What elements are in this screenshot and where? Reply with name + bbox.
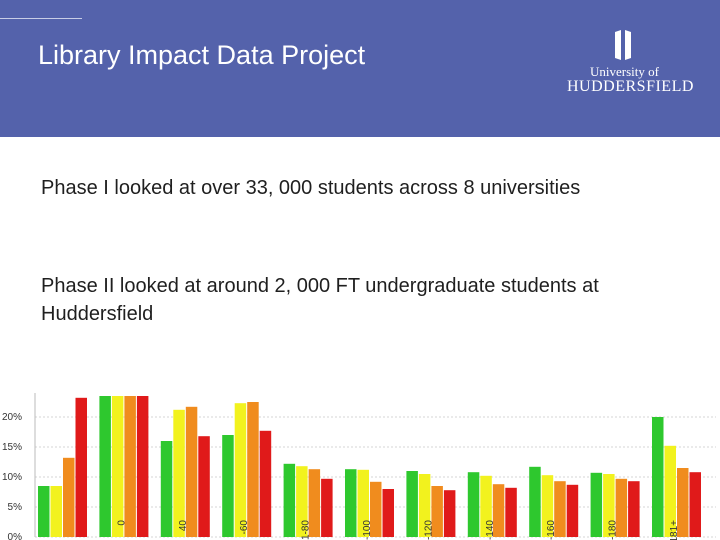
x-tick-label: 141-160 [546, 520, 557, 540]
chart: 0% 5% 10% 15% 20% 0 40 -60 1-80 1-100 01-120 121-14… [2, 393, 716, 540]
bar [615, 478, 628, 537]
bar [296, 466, 308, 537]
bar [173, 409, 185, 537]
bar [99, 396, 111, 537]
header-rule [0, 18, 82, 19]
y-tick-label: 10% [2, 472, 22, 483]
bar [50, 486, 62, 537]
paragraph: Phase I looked at over 33, 000 students … [41, 177, 581, 199]
slide-title: Library Impact Data Project [38, 40, 366, 70]
bar [222, 435, 234, 537]
x-tick-label: 01-120 [423, 520, 434, 540]
bar [259, 430, 272, 537]
bar [185, 406, 198, 537]
bar [443, 490, 456, 537]
bar [308, 469, 321, 537]
bar [529, 466, 541, 537]
bar [136, 396, 149, 537]
x-tick-label: -60 [239, 520, 250, 535]
bar [541, 475, 554, 537]
y-tick-label: 15% [2, 442, 22, 453]
y-tick-label: 5% [8, 502, 23, 513]
x-tick-label: 181+ [669, 520, 680, 540]
bar [247, 402, 259, 537]
bar [357, 469, 369, 537]
logo-text: HUDDERSFIELD [567, 78, 694, 95]
bar [38, 486, 50, 537]
x-tick-label: 40 [178, 520, 189, 532]
x-tick-label: 161-180 [608, 520, 619, 540]
logo-mark [615, 30, 631, 60]
bar [370, 481, 382, 537]
bar [467, 472, 480, 537]
bar [664, 445, 676, 537]
y-tick-label: 0% [8, 532, 23, 540]
bar [566, 484, 579, 537]
bar [234, 403, 247, 537]
bar [63, 457, 75, 537]
bar [418, 474, 431, 537]
x-tick-label: 1-80 [301, 520, 312, 540]
bar [628, 481, 640, 537]
x-tick-label: 1-100 [362, 520, 373, 540]
bar [652, 417, 664, 537]
bar [603, 474, 615, 537]
bar [124, 396, 136, 537]
bar [431, 486, 443, 537]
bar [492, 484, 505, 537]
x-tick-label: 0 [116, 520, 127, 526]
bar [689, 472, 701, 537]
x-tick-label: 121-140 [485, 520, 496, 540]
bar [75, 397, 87, 537]
bar [160, 441, 173, 537]
bar [480, 475, 492, 537]
bar [677, 468, 689, 537]
y-tick-label: 20% [2, 412, 22, 423]
bar [198, 436, 210, 537]
bar [382, 489, 394, 537]
bar [321, 478, 333, 537]
header-band: Library Impact Data Project University o… [0, 0, 720, 137]
bar [590, 472, 603, 537]
paragraph: Phase II looked at around 2, 000 FT unde… [41, 275, 599, 325]
bar [505, 487, 517, 537]
bar [111, 396, 124, 537]
bar [345, 469, 357, 537]
bar [554, 481, 566, 537]
bar [283, 463, 296, 537]
logo-text: University of [590, 64, 659, 79]
bar [406, 471, 418, 537]
